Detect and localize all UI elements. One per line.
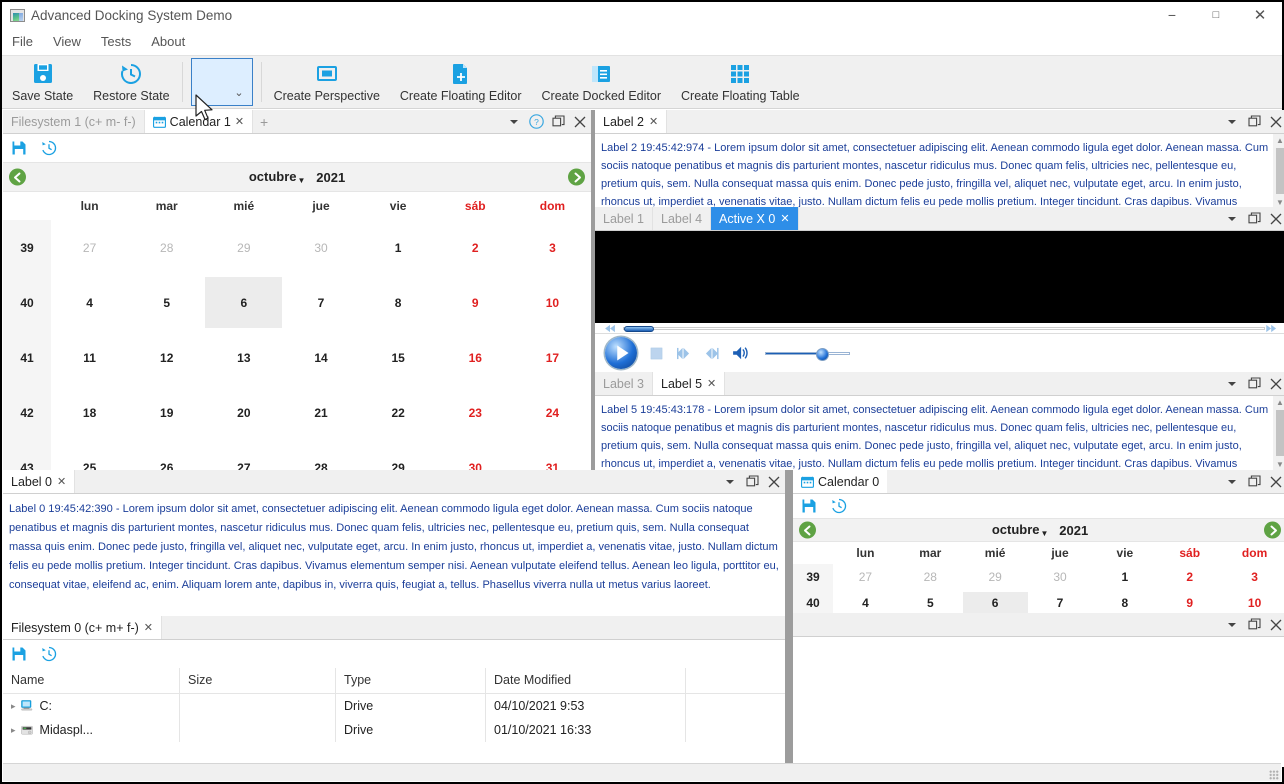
svg-text:?: ? (534, 117, 539, 127)
